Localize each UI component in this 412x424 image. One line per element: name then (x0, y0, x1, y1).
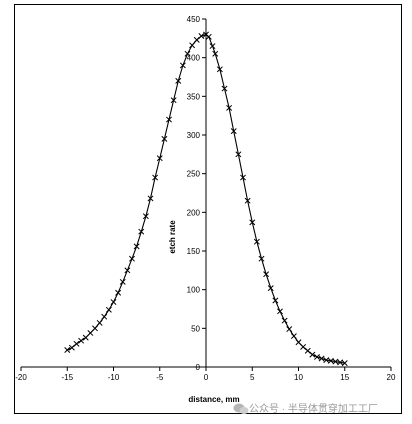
y-tick-label: 0 (196, 363, 201, 372)
x-axis-title: distance, mm (188, 395, 239, 404)
etch-rate-chart: -20 -15 -10 -5 0 5 10 15 20 0 50 100 150 200 250 300 35… (15, 15, 396, 415)
data-point (290, 333, 297, 340)
data-point (170, 97, 177, 104)
data-point (295, 339, 302, 346)
data-point (115, 289, 122, 296)
data-point (129, 255, 135, 262)
data-point (258, 255, 265, 262)
data-point (249, 219, 256, 226)
y-tick-label: 300 (187, 131, 201, 140)
data-point (68, 344, 75, 351)
data-point (314, 353, 320, 360)
data-point (277, 308, 283, 315)
data-point (198, 33, 205, 39)
data-point (156, 155, 163, 162)
y-tick-label: 250 (187, 170, 201, 179)
data-point (240, 174, 246, 181)
data-point (212, 50, 219, 57)
x-tick-label: -20 (15, 373, 27, 382)
data-point (73, 340, 80, 347)
data-point (119, 278, 126, 285)
y-tick-label: 450 (187, 15, 201, 24)
data-point (96, 319, 103, 326)
wechat-icon (233, 403, 249, 414)
y-tick-label: 50 (191, 324, 200, 333)
data-point (205, 33, 212, 40)
data-point (318, 355, 325, 362)
data-point (337, 359, 344, 366)
data-point (161, 135, 168, 142)
data-point (209, 43, 216, 50)
data-point (309, 351, 316, 358)
data-point (244, 197, 251, 204)
data-point (341, 360, 348, 367)
x-tick-label: 15 (340, 373, 349, 382)
data-point (110, 299, 117, 305)
data-point (147, 195, 154, 202)
data-point (87, 330, 94, 336)
data-point (189, 42, 196, 49)
data-point (216, 66, 223, 73)
data-point (235, 151, 242, 158)
data-point (263, 271, 270, 278)
x-tick-label: -10 (108, 373, 120, 382)
y-tick-label: 400 (187, 54, 201, 63)
data-point (230, 128, 237, 135)
y-tick-label: 150 (187, 247, 201, 256)
y-tick-label: 350 (187, 92, 201, 101)
data-point (179, 62, 186, 69)
data-point (78, 337, 85, 344)
data-point (272, 297, 279, 304)
x-tick-label: 20 (387, 373, 396, 382)
data-point (175, 77, 182, 84)
data-point (133, 243, 140, 250)
data-point (152, 174, 159, 181)
data-point (193, 36, 200, 43)
data-point (64, 347, 71, 353)
data-point (124, 267, 131, 274)
data-point (92, 325, 98, 332)
data-point (281, 317, 288, 324)
x-tick-label: 10 (294, 373, 303, 382)
watermark-text: 公众号 · 半导体贯穿加工工厂 (249, 402, 378, 415)
data-point (253, 238, 260, 245)
chart-frame: -20 -15 -10 -5 0 5 10 15 20 0 50 100 150 200 250 300 35… (14, 4, 402, 415)
data-point (166, 116, 172, 123)
data-point (82, 334, 89, 341)
x-tick-label: -5 (156, 373, 164, 382)
y-tick-label: 100 (187, 286, 201, 295)
axes (21, 19, 391, 368)
x-axis-ticks: -20 -15 -10 -5 0 5 10 15 20 (15, 367, 396, 382)
data-points (64, 31, 348, 367)
data-point (221, 85, 228, 92)
data-point (332, 358, 339, 365)
data-point (327, 357, 334, 364)
watermark: 公众号 · 半导体贯穿加工工厂 (233, 402, 378, 415)
y-axis-ticks: 0 50 100 150 200 250 300 350 400 450 (187, 15, 206, 372)
data-point (267, 285, 274, 292)
x-tick-label: 0 (204, 373, 209, 382)
data-point (286, 326, 293, 333)
data-point (138, 228, 145, 235)
y-axis-title: etch rate (168, 220, 177, 254)
data-point (304, 347, 311, 354)
data-point (105, 306, 112, 313)
data-point (184, 50, 191, 57)
data-point (300, 343, 307, 350)
data-point (323, 357, 330, 363)
x-tick-label: 5 (250, 373, 255, 382)
data-point (226, 104, 233, 111)
x-tick-label: -15 (61, 373, 73, 382)
data-point (142, 213, 149, 220)
y-tick-label: 200 (187, 208, 201, 217)
data-point (101, 313, 108, 320)
